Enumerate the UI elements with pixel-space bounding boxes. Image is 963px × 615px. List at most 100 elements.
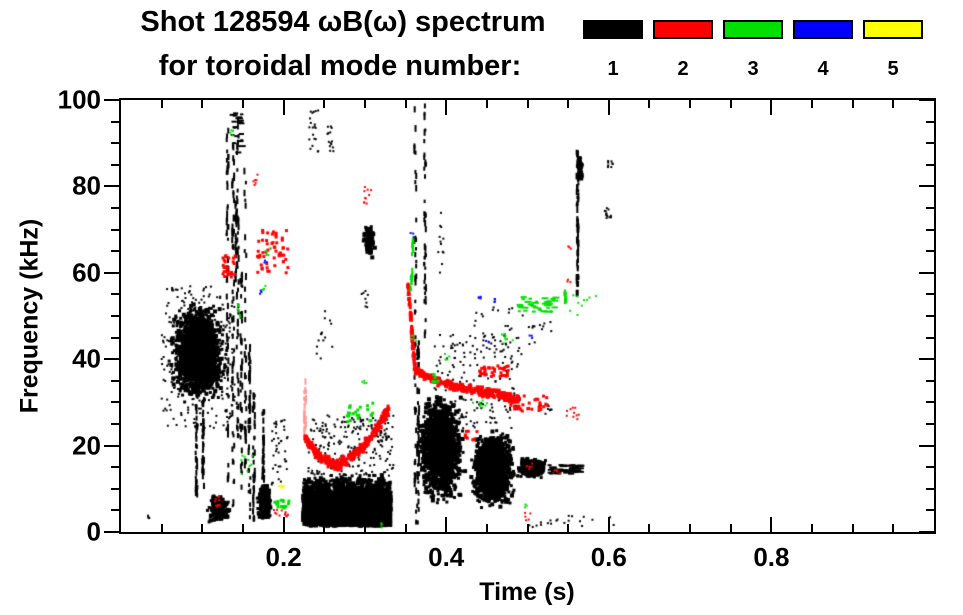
- tick-mark: [104, 444, 119, 447]
- tick-mark: [241, 524, 244, 532]
- tick-mark: [526, 100, 529, 108]
- y-tick-label: 40: [72, 343, 101, 374]
- tick-mark: [919, 531, 934, 533]
- x-tick-label: 0.8: [753, 542, 790, 572]
- tick-mark: [445, 517, 448, 532]
- tick-mark: [729, 524, 732, 532]
- tick-mark: [111, 120, 119, 123]
- tick-mark: [111, 250, 119, 253]
- tick-mark: [648, 100, 651, 108]
- tick-mark: [111, 401, 119, 404]
- y-tick-label: 20: [72, 430, 101, 461]
- tick-mark: [811, 100, 814, 108]
- y-tick-label: 80: [72, 170, 101, 201]
- tick-mark: [445, 100, 448, 115]
- legend-mode-number: 3: [747, 58, 759, 80]
- tick-mark: [770, 100, 773, 115]
- legend-color-swatch: [793, 20, 853, 39]
- tick-mark: [111, 423, 119, 425]
- tick-mark: [104, 358, 119, 361]
- tick-mark: [111, 142, 119, 145]
- legend-mode-number: 2: [677, 58, 689, 80]
- tick-mark: [926, 379, 934, 382]
- tick-mark: [201, 100, 204, 108]
- tick-mark: [926, 401, 934, 404]
- tick-mark: [919, 358, 934, 361]
- tick-mark: [926, 120, 934, 123]
- legend-color-swatch: [653, 20, 713, 39]
- tick-mark: [111, 336, 119, 339]
- x-tick-label: 0.6: [590, 542, 627, 572]
- x-axis-label: Time (s): [479, 578, 575, 606]
- tick-mark: [160, 100, 163, 108]
- tick-mark: [363, 524, 366, 532]
- plot-frame: [104, 98, 936, 534]
- tick-mark: [323, 524, 326, 532]
- tick-mark: [926, 509, 934, 512]
- tick-mark: [111, 207, 119, 209]
- tick-mark: [926, 207, 934, 209]
- tick-mark: [919, 99, 934, 101]
- legend-item-n4: 4: [793, 20, 853, 79]
- spectrum-canvas: [121, 100, 934, 532]
- tick-mark: [104, 271, 119, 274]
- legend-item-n5: 5: [863, 20, 923, 79]
- legend-color-swatch: [583, 20, 643, 39]
- legend-item-n3: 3: [723, 20, 783, 79]
- tick-mark: [811, 524, 814, 532]
- legend-item-n2: 2: [653, 20, 713, 79]
- tick-mark: [567, 524, 570, 532]
- tick-mark: [404, 524, 407, 532]
- tick-mark: [111, 293, 119, 296]
- tick-mark: [926, 423, 934, 425]
- tick-mark: [926, 336, 934, 339]
- tick-mark: [919, 444, 934, 447]
- tick-mark: [729, 100, 732, 108]
- tick-mark: [607, 517, 610, 532]
- tick-mark: [892, 524, 895, 532]
- tick-mark: [111, 466, 119, 469]
- tick-mark: [926, 163, 934, 166]
- tick-mark: [926, 228, 934, 231]
- tick-mark: [526, 524, 529, 532]
- tick-mark: [567, 100, 570, 108]
- tick-mark: [111, 487, 119, 490]
- tick-mark: [689, 100, 692, 108]
- tick-mark: [323, 100, 326, 108]
- tick-mark: [851, 100, 854, 108]
- tick-mark: [104, 185, 119, 188]
- legend-item-n1: 1: [583, 20, 643, 79]
- tick-mark: [104, 531, 119, 533]
- mode-legend: 1 2 3 4 5: [583, 20, 923, 79]
- y-axis-label: Frequency (kHz): [15, 218, 44, 414]
- tick-mark: [282, 517, 285, 532]
- tick-mark: [851, 524, 854, 532]
- legend-color-swatch: [723, 20, 783, 39]
- tick-mark: [111, 379, 119, 382]
- tick-mark: [201, 524, 204, 532]
- x-tick-label: 0.4: [428, 542, 465, 572]
- tick-mark: [926, 466, 934, 469]
- tick-mark: [111, 228, 119, 231]
- tick-mark: [160, 524, 163, 532]
- tick-mark: [485, 100, 488, 108]
- x-tick-label: 0.2: [265, 542, 302, 572]
- y-tick-label: 60: [72, 257, 101, 288]
- tick-mark: [926, 250, 934, 253]
- tick-mark: [919, 185, 934, 188]
- tick-mark: [241, 100, 244, 108]
- tick-mark: [689, 524, 692, 532]
- tick-mark: [607, 100, 610, 115]
- tick-mark: [919, 271, 934, 274]
- tick-mark: [648, 524, 651, 532]
- tick-mark: [485, 524, 488, 532]
- y-tick-label: 0: [86, 516, 101, 547]
- tick-mark: [892, 100, 895, 108]
- tick-mark: [104, 99, 119, 101]
- tick-mark: [926, 293, 934, 296]
- tick-mark: [111, 315, 119, 317]
- tick-mark: [111, 163, 119, 166]
- tick-mark: [770, 517, 773, 532]
- tick-mark: [926, 142, 934, 145]
